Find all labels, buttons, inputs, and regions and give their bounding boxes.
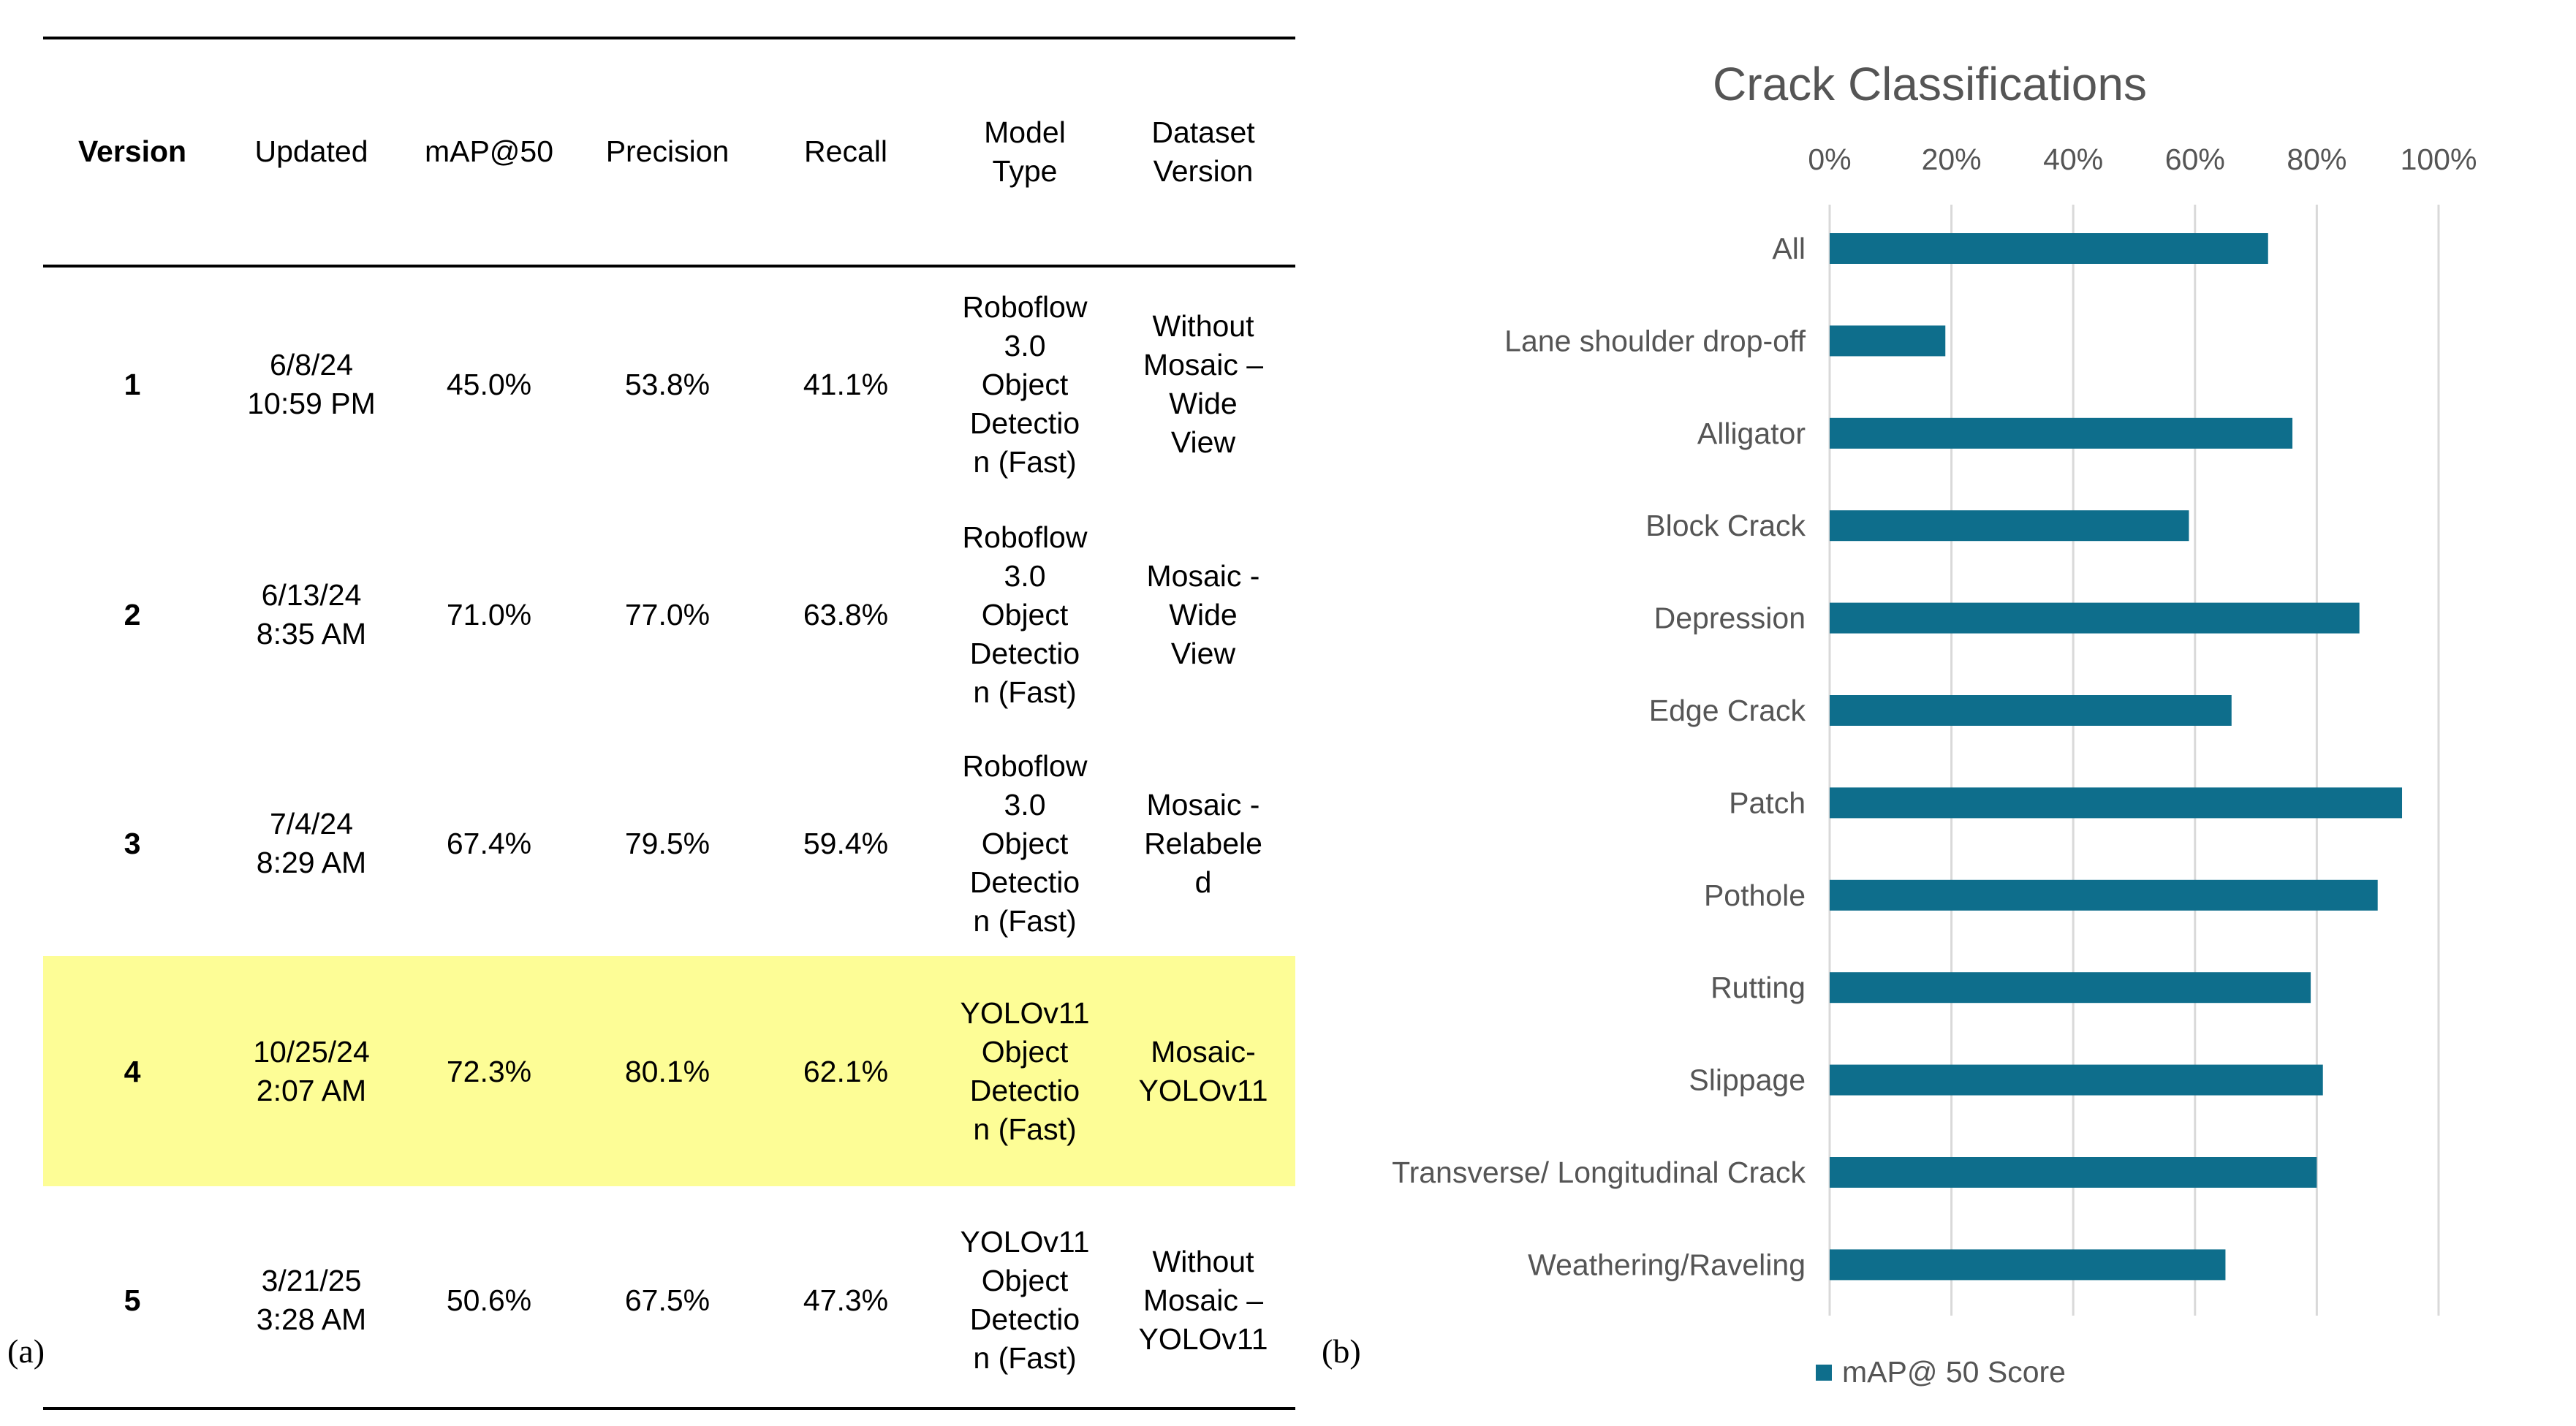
- category-label: Edge Crack: [1649, 694, 1806, 727]
- table-cell: 71.0%: [446, 597, 532, 632]
- table-cell: Mosaic- YOLOv11: [1138, 1035, 1268, 1107]
- category-label: Rutting: [1711, 971, 1806, 1004]
- table-cell: 63.8%: [803, 597, 889, 632]
- table-cell: Without Mosaic – Wide View: [1143, 309, 1264, 459]
- bar: [1830, 233, 2268, 264]
- table-header-cell: mAP@50: [424, 134, 554, 168]
- table-cell: 50.6%: [446, 1283, 532, 1317]
- bar: [1830, 972, 2311, 1004]
- table-cell: 62.1%: [803, 1054, 889, 1088]
- table-header-cell: Version: [77, 134, 187, 168]
- legend-swatch: [1816, 1365, 1832, 1381]
- table-cell: 79.5%: [624, 826, 711, 860]
- table-cell: 10/25/24 2:07 AM: [253, 1035, 370, 1107]
- table-cell: 45.0%: [446, 367, 532, 401]
- bar: [1830, 1157, 2317, 1188]
- category-label: Alligator: [1697, 417, 1806, 450]
- category-label: Slippage: [1689, 1063, 1806, 1097]
- x-tick-label: 20%: [1922, 143, 1982, 176]
- bar: [1830, 787, 2403, 819]
- table-cell: 59.4%: [803, 826, 889, 860]
- table-bottom-rule: [43, 1407, 1295, 1410]
- panel-label-a: (a): [7, 1332, 45, 1370]
- table-cell: 6/13/24 8:35 AM: [256, 578, 367, 651]
- category-label: Block Crack: [1645, 509, 1806, 542]
- bar: [1830, 879, 2378, 911]
- table-header-cell: Model Type: [984, 115, 1066, 188]
- x-tick-label: 80%: [2287, 143, 2346, 176]
- table-cell: 7/4/24 8:29 AM: [256, 807, 367, 879]
- category-label: Lane shoulder drop-off: [1504, 324, 1806, 357]
- table-cell: 3/21/25 3:28 AM: [256, 1264, 367, 1336]
- table-cell: YOLOv11 Object Detectio n (Fast): [960, 996, 1090, 1146]
- x-tick-label: 100%: [2401, 143, 2477, 176]
- table-cell: Without Mosaic – YOLOv11: [1138, 1244, 1268, 1356]
- table-cell: Mosaic - Wide View: [1146, 558, 1260, 670]
- highlighted-row-background: [43, 956, 1295, 1186]
- table-cell: 1: [124, 367, 141, 401]
- table-cell: 2: [124, 597, 141, 632]
- table-cell: 80.1%: [624, 1054, 711, 1088]
- bar: [1830, 417, 2293, 449]
- bar: [1830, 602, 2360, 634]
- table-cell: 3: [124, 826, 141, 860]
- category-label: Weathering/Raveling: [1528, 1248, 1806, 1281]
- chart-title: Crack Classifications: [1713, 58, 2147, 110]
- table-cell: 53.8%: [624, 367, 711, 401]
- x-tick-label: 60%: [2165, 143, 2225, 176]
- table-cell: 72.3%: [446, 1054, 532, 1088]
- table-cell: Roboflow 3.0 Object Detectio n (Fast): [962, 289, 1088, 479]
- table-header-cell: Dataset Version: [1151, 115, 1255, 188]
- table-cell: Roboflow 3.0 Object Detectio n (Fast): [962, 520, 1088, 709]
- table-cell: 47.3%: [803, 1283, 889, 1317]
- table-header-cell: Recall: [804, 134, 887, 168]
- bar: [1830, 510, 2189, 542]
- table-cell: YOLOv11 Object Detectio n (Fast): [960, 1225, 1090, 1375]
- bar: [1830, 325, 1946, 357]
- bar: [1830, 695, 2232, 726]
- table-cell: 77.0%: [624, 597, 711, 632]
- category-label: All: [1772, 232, 1806, 265]
- bar: [1830, 1064, 2323, 1096]
- category-label: Depression: [1654, 602, 1806, 635]
- table-cell: Mosaic - Relabele d: [1144, 787, 1262, 899]
- table-cell: Roboflow 3.0 Object Detectio n (Fast): [962, 748, 1088, 938]
- x-tick-label: 40%: [2043, 143, 2103, 176]
- table-header-cell: Updated: [254, 134, 368, 168]
- table-top-rule: [43, 37, 1295, 39]
- panel-label-b: (b): [1322, 1332, 1361, 1370]
- table-cell: 67.4%: [446, 826, 532, 860]
- table-cell: 6/8/24 10:59 PM: [247, 348, 376, 420]
- table-cell: 4: [124, 1054, 141, 1088]
- bar: [1830, 1249, 2226, 1281]
- table-cell: 5: [124, 1283, 141, 1317]
- category-label: Transverse/ Longitudinal Crack: [1392, 1156, 1806, 1189]
- category-label: Patch: [1729, 786, 1806, 819]
- legend-label: mAP@ 50 Score: [1842, 1355, 2066, 1389]
- table-cell: 67.5%: [624, 1283, 711, 1317]
- x-tick-label: 0%: [1808, 143, 1851, 176]
- table-cell: 41.1%: [803, 367, 889, 401]
- category-label: Pothole: [1704, 879, 1806, 912]
- table-header-cell: Precision: [605, 134, 730, 168]
- table-header-rule: [43, 265, 1295, 268]
